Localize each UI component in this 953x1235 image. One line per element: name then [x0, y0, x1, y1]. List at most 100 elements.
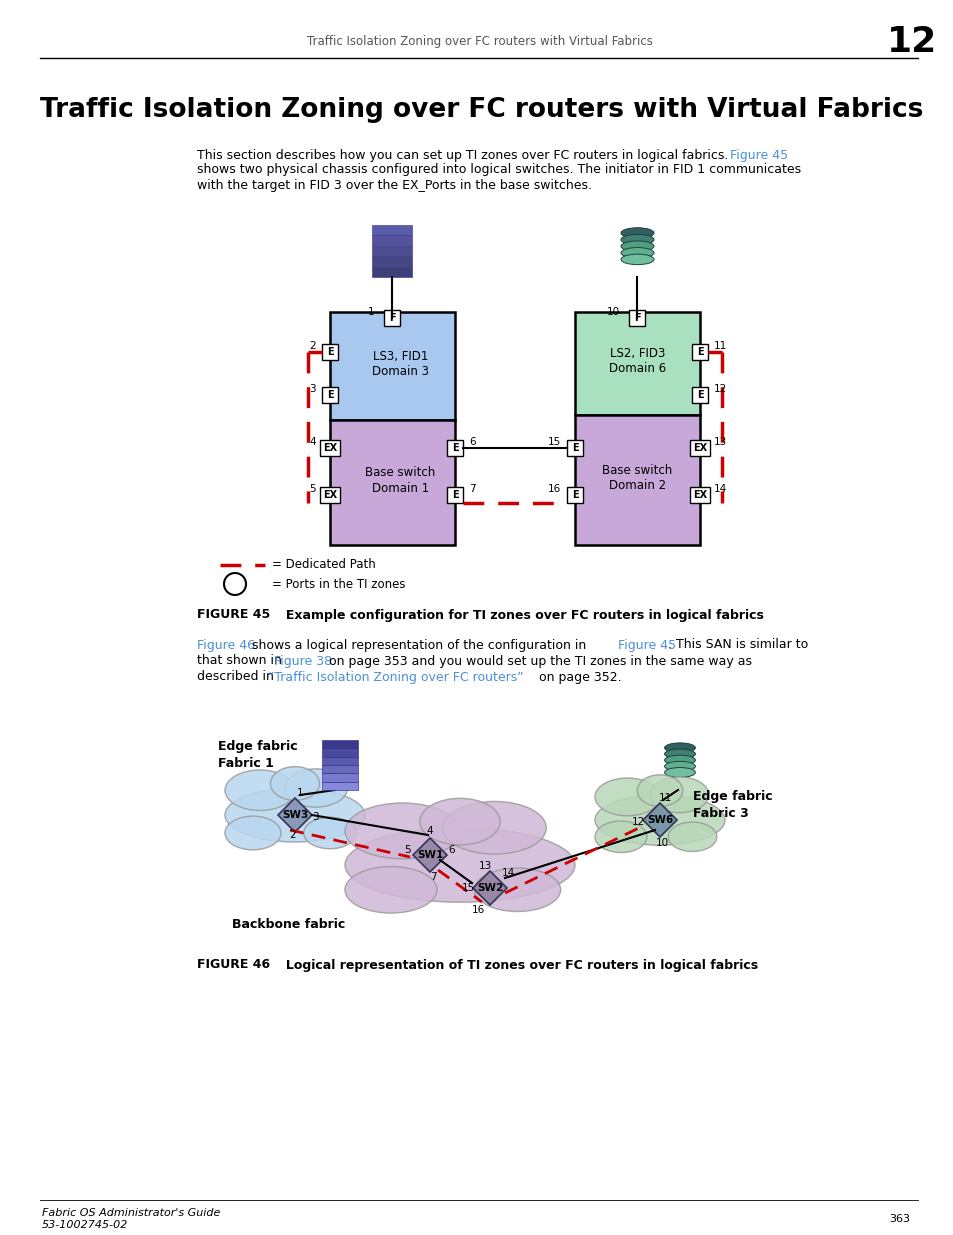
Text: E: E: [451, 490, 457, 500]
FancyBboxPatch shape: [689, 487, 709, 503]
FancyBboxPatch shape: [322, 773, 357, 782]
Text: F: F: [389, 312, 395, 324]
FancyBboxPatch shape: [322, 740, 357, 748]
Text: E: E: [571, 490, 578, 500]
Text: 14: 14: [501, 868, 514, 878]
Text: Traffic Isolation Zoning over FC routers with Virtual Fabrics: Traffic Isolation Zoning over FC routers…: [40, 98, 923, 124]
FancyBboxPatch shape: [691, 345, 707, 359]
Ellipse shape: [345, 827, 575, 903]
Text: “Traffic Isolation Zoning over FC routers”: “Traffic Isolation Zoning over FC router…: [268, 671, 523, 683]
Ellipse shape: [225, 788, 365, 842]
Ellipse shape: [225, 816, 281, 850]
Text: LS2, FID3
Domain 6: LS2, FID3 Domain 6: [608, 347, 665, 375]
Text: Figure 45: Figure 45: [729, 148, 787, 162]
Ellipse shape: [595, 778, 659, 816]
Ellipse shape: [303, 818, 355, 848]
Text: LS3, FID1
Domain 3: LS3, FID1 Domain 3: [372, 350, 429, 378]
Text: 16: 16: [471, 905, 484, 915]
Text: 5: 5: [404, 845, 411, 855]
FancyBboxPatch shape: [691, 387, 707, 403]
FancyBboxPatch shape: [384, 310, 400, 326]
Ellipse shape: [595, 821, 646, 852]
Text: 2: 2: [309, 341, 315, 351]
Text: 10: 10: [606, 308, 618, 317]
Text: shows two physical chassis configured into logical switches. The initiator in FI: shows two physical chassis configured in…: [196, 163, 801, 177]
Text: FIGURE 45: FIGURE 45: [196, 609, 270, 621]
Text: 11: 11: [658, 793, 671, 803]
Text: 12: 12: [631, 818, 644, 827]
Ellipse shape: [620, 227, 654, 238]
Text: Example configuration for TI zones over FC routers in logical fabrics: Example configuration for TI zones over …: [264, 609, 763, 621]
Ellipse shape: [664, 743, 695, 752]
Text: with the target in FID 3 over the EX_Ports in the base switches.: with the target in FID 3 over the EX_Por…: [196, 179, 592, 191]
FancyBboxPatch shape: [372, 236, 412, 246]
Ellipse shape: [620, 247, 654, 258]
Ellipse shape: [620, 241, 654, 252]
FancyBboxPatch shape: [372, 267, 412, 277]
Text: 13: 13: [477, 861, 491, 871]
Text: . This SAN is similar to: . This SAN is similar to: [667, 638, 807, 652]
Text: Fabric OS Administrator's Guide: Fabric OS Administrator's Guide: [42, 1208, 220, 1218]
Polygon shape: [642, 803, 677, 837]
FancyBboxPatch shape: [322, 757, 357, 764]
Ellipse shape: [620, 254, 654, 264]
Text: 53-1002745-02: 53-1002745-02: [42, 1220, 129, 1230]
FancyBboxPatch shape: [447, 487, 462, 503]
Ellipse shape: [637, 774, 682, 806]
Polygon shape: [277, 798, 312, 832]
FancyBboxPatch shape: [575, 312, 700, 415]
Text: Logical representation of TI zones over FC routers in logical fabrics: Logical representation of TI zones over …: [264, 958, 758, 972]
Text: 6: 6: [448, 845, 455, 855]
Text: 7: 7: [429, 872, 436, 882]
FancyBboxPatch shape: [319, 487, 339, 503]
Text: 4: 4: [426, 826, 433, 836]
Ellipse shape: [271, 767, 319, 800]
FancyBboxPatch shape: [330, 420, 455, 545]
Ellipse shape: [225, 769, 294, 810]
Text: FIGURE 46: FIGURE 46: [196, 958, 270, 972]
Text: Base switch
Domain 1: Base switch Domain 1: [365, 467, 436, 494]
Ellipse shape: [419, 798, 499, 845]
Text: 7: 7: [469, 484, 476, 494]
Ellipse shape: [284, 769, 347, 808]
Text: Figure 38: Figure 38: [274, 655, 332, 667]
Polygon shape: [473, 871, 506, 905]
Text: 16: 16: [547, 484, 560, 494]
Text: 12: 12: [713, 384, 726, 394]
Ellipse shape: [442, 802, 546, 855]
Ellipse shape: [664, 767, 695, 777]
Text: Figure 45: Figure 45: [618, 638, 676, 652]
Text: 15: 15: [461, 883, 475, 893]
Text: 363: 363: [888, 1214, 909, 1224]
Text: E: E: [326, 347, 333, 357]
FancyBboxPatch shape: [322, 782, 357, 790]
Text: 3: 3: [312, 811, 318, 823]
FancyBboxPatch shape: [372, 256, 412, 267]
FancyBboxPatch shape: [629, 310, 645, 326]
FancyBboxPatch shape: [372, 225, 412, 236]
Text: Base switch
Domain 2: Base switch Domain 2: [601, 464, 672, 492]
Text: 10: 10: [655, 839, 668, 848]
Ellipse shape: [345, 803, 459, 858]
Text: 6: 6: [469, 437, 476, 447]
FancyBboxPatch shape: [319, 440, 339, 456]
Text: shows a logical representation of the configuration in: shows a logical representation of the co…: [248, 638, 590, 652]
FancyBboxPatch shape: [689, 440, 709, 456]
Text: 12: 12: [886, 25, 936, 59]
Text: 14: 14: [713, 484, 726, 494]
Text: Traffic Isolation Zoning over FC routers with Virtual Fabrics: Traffic Isolation Zoning over FC routers…: [307, 36, 652, 48]
FancyBboxPatch shape: [575, 415, 700, 545]
FancyBboxPatch shape: [372, 246, 412, 256]
FancyBboxPatch shape: [322, 748, 357, 757]
Text: This section describes how you can set up TI zones over FC routers in logical fa: This section describes how you can set u…: [196, 148, 732, 162]
Text: 15: 15: [547, 437, 560, 447]
Text: described in: described in: [196, 671, 277, 683]
Ellipse shape: [664, 762, 695, 771]
Text: 3: 3: [309, 384, 315, 394]
FancyBboxPatch shape: [322, 387, 337, 403]
Ellipse shape: [664, 750, 695, 758]
Text: Backbone fabric: Backbone fabric: [232, 919, 345, 931]
Text: SW2: SW2: [476, 883, 502, 893]
Ellipse shape: [650, 777, 708, 813]
FancyBboxPatch shape: [322, 764, 357, 773]
